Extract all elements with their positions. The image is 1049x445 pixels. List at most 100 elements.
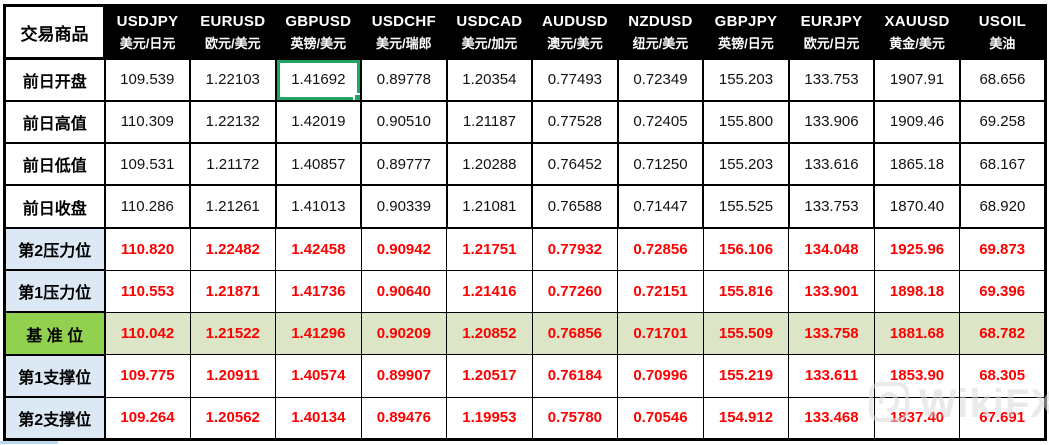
cell-usdchf-row3[interactable]: 0.90339 (360, 184, 448, 229)
column-header-usdchf[interactable]: USDCHF 美元/瑞郎 (360, 4, 448, 60)
cell-eurusd-row1[interactable]: 1.22132 (189, 99, 277, 145)
cell-usdchf-row4[interactable]: 0.90942 (360, 227, 448, 271)
column-header-eurusd[interactable]: EURUSD 欧元/美元 (189, 4, 277, 60)
cell-usoil-row8[interactable]: 67.691 (959, 396, 1046, 441)
cell-gbpusd-row6[interactable]: 1.41296 (275, 311, 362, 356)
row-label[interactable]: 前日收盘 (3, 184, 106, 229)
cell-gbpusd-row8[interactable]: 1.40134 (275, 396, 362, 441)
cell-usdchf-row5[interactable]: 0.90640 (360, 269, 448, 313)
cell-gbpjpy-row0[interactable]: 155.203 (702, 57, 790, 102)
cell-audusd-row4[interactable]: 0.77932 (531, 227, 619, 271)
row-label[interactable]: 前日开盘 (3, 57, 106, 102)
cell-audusd-row7[interactable]: 0.76184 (531, 354, 619, 398)
cell-xauusd-row4[interactable]: 1925.96 (873, 227, 961, 271)
cell-audusd-row1[interactable]: 0.77528 (531, 99, 619, 145)
cell-eurjpy-row1[interactable]: 133.906 (787, 99, 876, 145)
cell-eurusd-row8[interactable]: 1.20562 (189, 396, 277, 441)
row-label[interactable]: 第1压力位 (3, 269, 106, 314)
cell-usdcad-row4[interactable]: 1.21751 (446, 227, 533, 271)
cell-usdcad-row0[interactable]: 1.20354 (445, 57, 534, 102)
cell-usdcad-row5[interactable]: 1.21416 (446, 269, 533, 313)
cell-usdcad-row2[interactable]: 1.20288 (445, 142, 534, 187)
cell-eurusd-row6[interactable]: 1.21522 (189, 311, 277, 356)
cell-gbpjpy-row3[interactable]: 155.525 (702, 184, 790, 229)
cell-usdjpy-row4[interactable]: 110.820 (104, 227, 191, 271)
cell-usdcad-row3[interactable]: 1.21081 (445, 184, 534, 229)
cell-gbpusd-row5[interactable]: 1.41736 (275, 269, 362, 313)
cell-usoil-row6[interactable]: 68.782 (959, 311, 1046, 356)
cell-nzdusd-row8[interactable]: 0.70546 (617, 396, 704, 441)
cell-xauusd-row2[interactable]: 1865.18 (873, 142, 961, 187)
cell-xauusd-row5[interactable]: 1898.18 (873, 269, 961, 313)
cell-usdchf-row2[interactable]: 0.89777 (360, 142, 448, 187)
cell-gbpjpy-row2[interactable]: 155.203 (702, 142, 790, 187)
column-header-xauusd[interactable]: XAUUSD 黄金/美元 (873, 4, 961, 60)
cell-gbpjpy-row4[interactable]: 156.106 (702, 227, 790, 271)
cell-xauusd-row6[interactable]: 1881.68 (873, 311, 961, 356)
cell-usdjpy-row1[interactable]: 110.309 (103, 99, 192, 145)
cell-nzdusd-row3[interactable]: 0.71447 (616, 184, 705, 229)
cell-eurjpy-row6[interactable]: 133.758 (788, 311, 875, 356)
cell-eurjpy-row8[interactable]: 133.468 (788, 396, 875, 441)
cell-gbpjpy-row6[interactable]: 155.509 (702, 311, 790, 356)
cell-gbpjpy-row5[interactable]: 155.816 (702, 269, 790, 313)
cell-usoil-row1[interactable]: 69.258 (958, 99, 1047, 145)
cell-usdjpy-row3[interactable]: 110.286 (103, 184, 192, 229)
cell-eurjpy-row3[interactable]: 133.753 (787, 184, 876, 229)
cell-gbpjpy-row1[interactable]: 155.800 (702, 99, 790, 145)
cell-usdchf-row1[interactable]: 0.90510 (360, 99, 448, 145)
cell-usdchf-row0[interactable]: 0.89778 (360, 57, 448, 102)
cell-usoil-row5[interactable]: 69.396 (959, 269, 1046, 313)
cell-audusd-row0[interactable]: 0.77493 (531, 57, 619, 102)
row-label[interactable]: 基 准 位 (3, 311, 106, 356)
cell-audusd-row5[interactable]: 0.77260 (531, 269, 619, 313)
cell-eurusd-row3[interactable]: 1.21261 (189, 184, 277, 229)
column-header-nzdusd[interactable]: NZDUSD 纽元/美元 (616, 4, 705, 60)
cell-eurusd-row7[interactable]: 1.20911 (189, 354, 277, 398)
cell-gbpjpy-row8[interactable]: 154.912 (702, 396, 790, 441)
selected-cell-gbpusd[interactable]: 1.41692 (274, 57, 363, 102)
cell-eurjpy-row7[interactable]: 133.611 (788, 354, 875, 398)
column-header-usoil[interactable]: USOIL 美油 (958, 4, 1047, 60)
cell-eurjpy-row2[interactable]: 133.616 (787, 142, 876, 187)
cell-audusd-row3[interactable]: 0.76588 (531, 184, 619, 229)
cell-gbpjpy-row7[interactable]: 155.219 (702, 354, 790, 398)
column-header-audusd[interactable]: AUDUSD 澳元/美元 (531, 4, 619, 60)
cell-nzdusd-row2[interactable]: 0.71250 (616, 142, 705, 187)
cell-eurusd-row2[interactable]: 1.21172 (189, 142, 277, 187)
cell-nzdusd-row7[interactable]: 0.70996 (617, 354, 704, 398)
cell-usdchf-row6[interactable]: 0.90209 (360, 311, 448, 356)
cell-usoil-row4[interactable]: 69.873 (959, 227, 1046, 271)
cell-usoil-row0[interactable]: 68.656 (958, 57, 1047, 102)
cell-nzdusd-row5[interactable]: 0.72151 (617, 269, 704, 313)
cell-usdcad-row7[interactable]: 1.20517 (446, 354, 533, 398)
cell-usdjpy-row8[interactable]: 109.264 (104, 396, 191, 441)
cell-usdchf-row7[interactable]: 0.89907 (360, 354, 448, 398)
row-label[interactable]: 第2支撑位 (3, 396, 106, 441)
cell-usdcad-row8[interactable]: 1.19953 (446, 396, 533, 441)
cell-usoil-row3[interactable]: 68.920 (958, 184, 1047, 229)
cell-eurjpy-row0[interactable]: 133.753 (787, 57, 876, 102)
cell-nzdusd-row6[interactable]: 0.71701 (617, 311, 704, 356)
cell-audusd-row2[interactable]: 0.76452 (531, 142, 619, 187)
cell-usdjpy-row6[interactable]: 110.042 (104, 311, 191, 356)
row-label[interactable]: 前日高值 (3, 99, 106, 145)
cell-nzdusd-row4[interactable]: 0.72856 (617, 227, 704, 271)
cell-gbpusd-row3[interactable]: 1.41013 (274, 184, 363, 229)
cell-usoil-row2[interactable]: 68.167 (958, 142, 1047, 187)
cell-usdchf-row8[interactable]: 0.89476 (360, 396, 448, 441)
column-header-gbpjpy[interactable]: GBPJPY 英镑/日元 (702, 4, 790, 60)
cell-xauusd-row0[interactable]: 1907.91 (873, 57, 961, 102)
cell-xauusd-row1[interactable]: 1909.46 (873, 99, 961, 145)
column-header-usdjpy[interactable]: USDJPY 美元/日元 (103, 4, 192, 60)
cell-xauusd-row7[interactable]: 1853.90 (873, 354, 961, 398)
cell-usdjpy-row5[interactable]: 110.553 (104, 269, 191, 313)
column-header-gbpusd[interactable]: GBPUSD 英镑/美元 (274, 4, 363, 60)
cell-usdjpy-row2[interactable]: 109.531 (103, 142, 192, 187)
cell-usdjpy-row7[interactable]: 109.775 (104, 354, 191, 398)
corner-header-cell[interactable]: 交易商品 (3, 4, 106, 60)
cell-eurjpy-row5[interactable]: 133.901 (788, 269, 875, 313)
cell-usdjpy-row0[interactable]: 109.539 (103, 57, 192, 102)
cell-xauusd-row8[interactable]: 1837.40 (873, 396, 961, 441)
cell-gbpusd-row7[interactable]: 1.40574 (275, 354, 362, 398)
